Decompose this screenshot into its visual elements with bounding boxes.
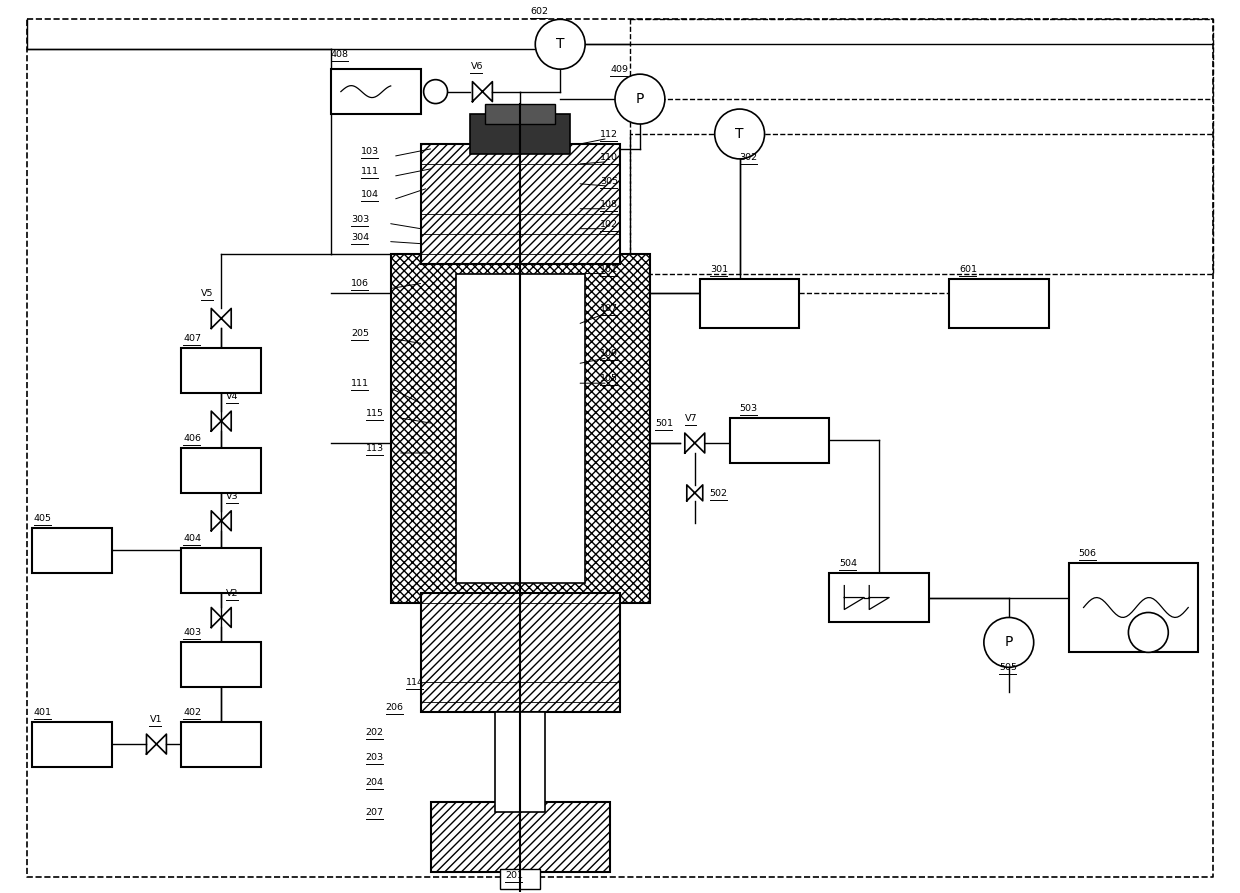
Bar bbox=[420, 593, 620, 713]
Text: 407: 407 bbox=[184, 334, 201, 343]
Text: 202: 202 bbox=[366, 728, 384, 737]
Text: 502: 502 bbox=[709, 488, 728, 497]
Text: 506: 506 bbox=[1079, 548, 1096, 557]
Bar bbox=[181, 642, 262, 688]
Bar bbox=[470, 114, 570, 154]
Bar bbox=[949, 279, 1049, 329]
Bar bbox=[181, 448, 262, 493]
Text: 102: 102 bbox=[600, 220, 618, 229]
Text: 503: 503 bbox=[739, 405, 758, 413]
Text: 114: 114 bbox=[405, 679, 424, 688]
Bar bbox=[496, 713, 546, 812]
Text: 305: 305 bbox=[600, 177, 619, 186]
Text: T: T bbox=[556, 38, 564, 51]
Text: 409: 409 bbox=[610, 65, 627, 74]
Text: V4: V4 bbox=[226, 392, 239, 401]
Text: V5: V5 bbox=[201, 289, 213, 298]
Bar bbox=[729, 418, 830, 463]
Bar bbox=[32, 722, 112, 767]
Text: 103: 103 bbox=[361, 147, 379, 156]
Text: V2: V2 bbox=[226, 588, 239, 597]
Text: 301: 301 bbox=[709, 264, 728, 273]
Circle shape bbox=[714, 109, 765, 159]
Text: 110: 110 bbox=[600, 153, 618, 162]
Text: 205: 205 bbox=[351, 330, 368, 338]
Text: V7: V7 bbox=[684, 414, 697, 423]
Bar bbox=[181, 547, 262, 593]
Text: 601: 601 bbox=[959, 264, 977, 273]
Bar bbox=[331, 69, 420, 114]
Bar bbox=[430, 802, 610, 872]
Text: P: P bbox=[1004, 636, 1013, 649]
Bar bbox=[830, 572, 929, 622]
Text: 106: 106 bbox=[351, 280, 368, 288]
Text: 304: 304 bbox=[351, 233, 370, 242]
Text: 112: 112 bbox=[600, 130, 618, 139]
Text: V3: V3 bbox=[226, 492, 239, 501]
Text: 201: 201 bbox=[506, 871, 523, 880]
Circle shape bbox=[615, 74, 665, 124]
Text: 101: 101 bbox=[600, 264, 618, 273]
Bar bbox=[485, 104, 556, 124]
Circle shape bbox=[424, 79, 448, 104]
Text: 109: 109 bbox=[600, 349, 618, 358]
Circle shape bbox=[536, 20, 585, 69]
Bar bbox=[391, 254, 650, 603]
Text: 115: 115 bbox=[366, 409, 384, 418]
Bar bbox=[455, 273, 585, 582]
Text: T: T bbox=[735, 127, 744, 141]
Text: 108: 108 bbox=[600, 200, 618, 209]
Circle shape bbox=[1128, 613, 1168, 653]
Bar bbox=[501, 869, 541, 889]
Text: 406: 406 bbox=[184, 434, 201, 443]
Text: 204: 204 bbox=[366, 778, 384, 787]
Text: 401: 401 bbox=[33, 708, 52, 717]
Text: 107: 107 bbox=[600, 305, 618, 313]
Text: 104: 104 bbox=[361, 190, 378, 199]
Bar bbox=[181, 348, 262, 393]
Text: V6: V6 bbox=[470, 63, 482, 71]
Text: 404: 404 bbox=[184, 534, 201, 543]
Bar bbox=[32, 528, 112, 572]
Text: 303: 303 bbox=[351, 214, 370, 223]
Text: 111: 111 bbox=[351, 380, 368, 388]
Text: 501: 501 bbox=[655, 419, 673, 428]
Text: 111: 111 bbox=[361, 167, 378, 176]
Text: 402: 402 bbox=[184, 708, 201, 717]
Circle shape bbox=[983, 617, 1034, 667]
Text: 105: 105 bbox=[600, 374, 618, 383]
Text: 403: 403 bbox=[184, 629, 201, 638]
Text: 207: 207 bbox=[366, 808, 384, 817]
Text: P: P bbox=[636, 92, 644, 106]
Text: 113: 113 bbox=[366, 444, 384, 453]
Text: 203: 203 bbox=[366, 753, 384, 762]
Text: 405: 405 bbox=[33, 513, 52, 522]
Text: 505: 505 bbox=[998, 663, 1017, 672]
Text: V1: V1 bbox=[150, 715, 162, 724]
Text: 302: 302 bbox=[739, 153, 758, 162]
Text: 602: 602 bbox=[531, 7, 548, 16]
Text: 504: 504 bbox=[839, 559, 857, 568]
Bar bbox=[699, 279, 800, 329]
Bar bbox=[420, 144, 620, 263]
Text: 408: 408 bbox=[331, 50, 348, 59]
Bar bbox=[181, 722, 262, 767]
Text: 206: 206 bbox=[386, 703, 404, 713]
Bar bbox=[1069, 563, 1198, 653]
